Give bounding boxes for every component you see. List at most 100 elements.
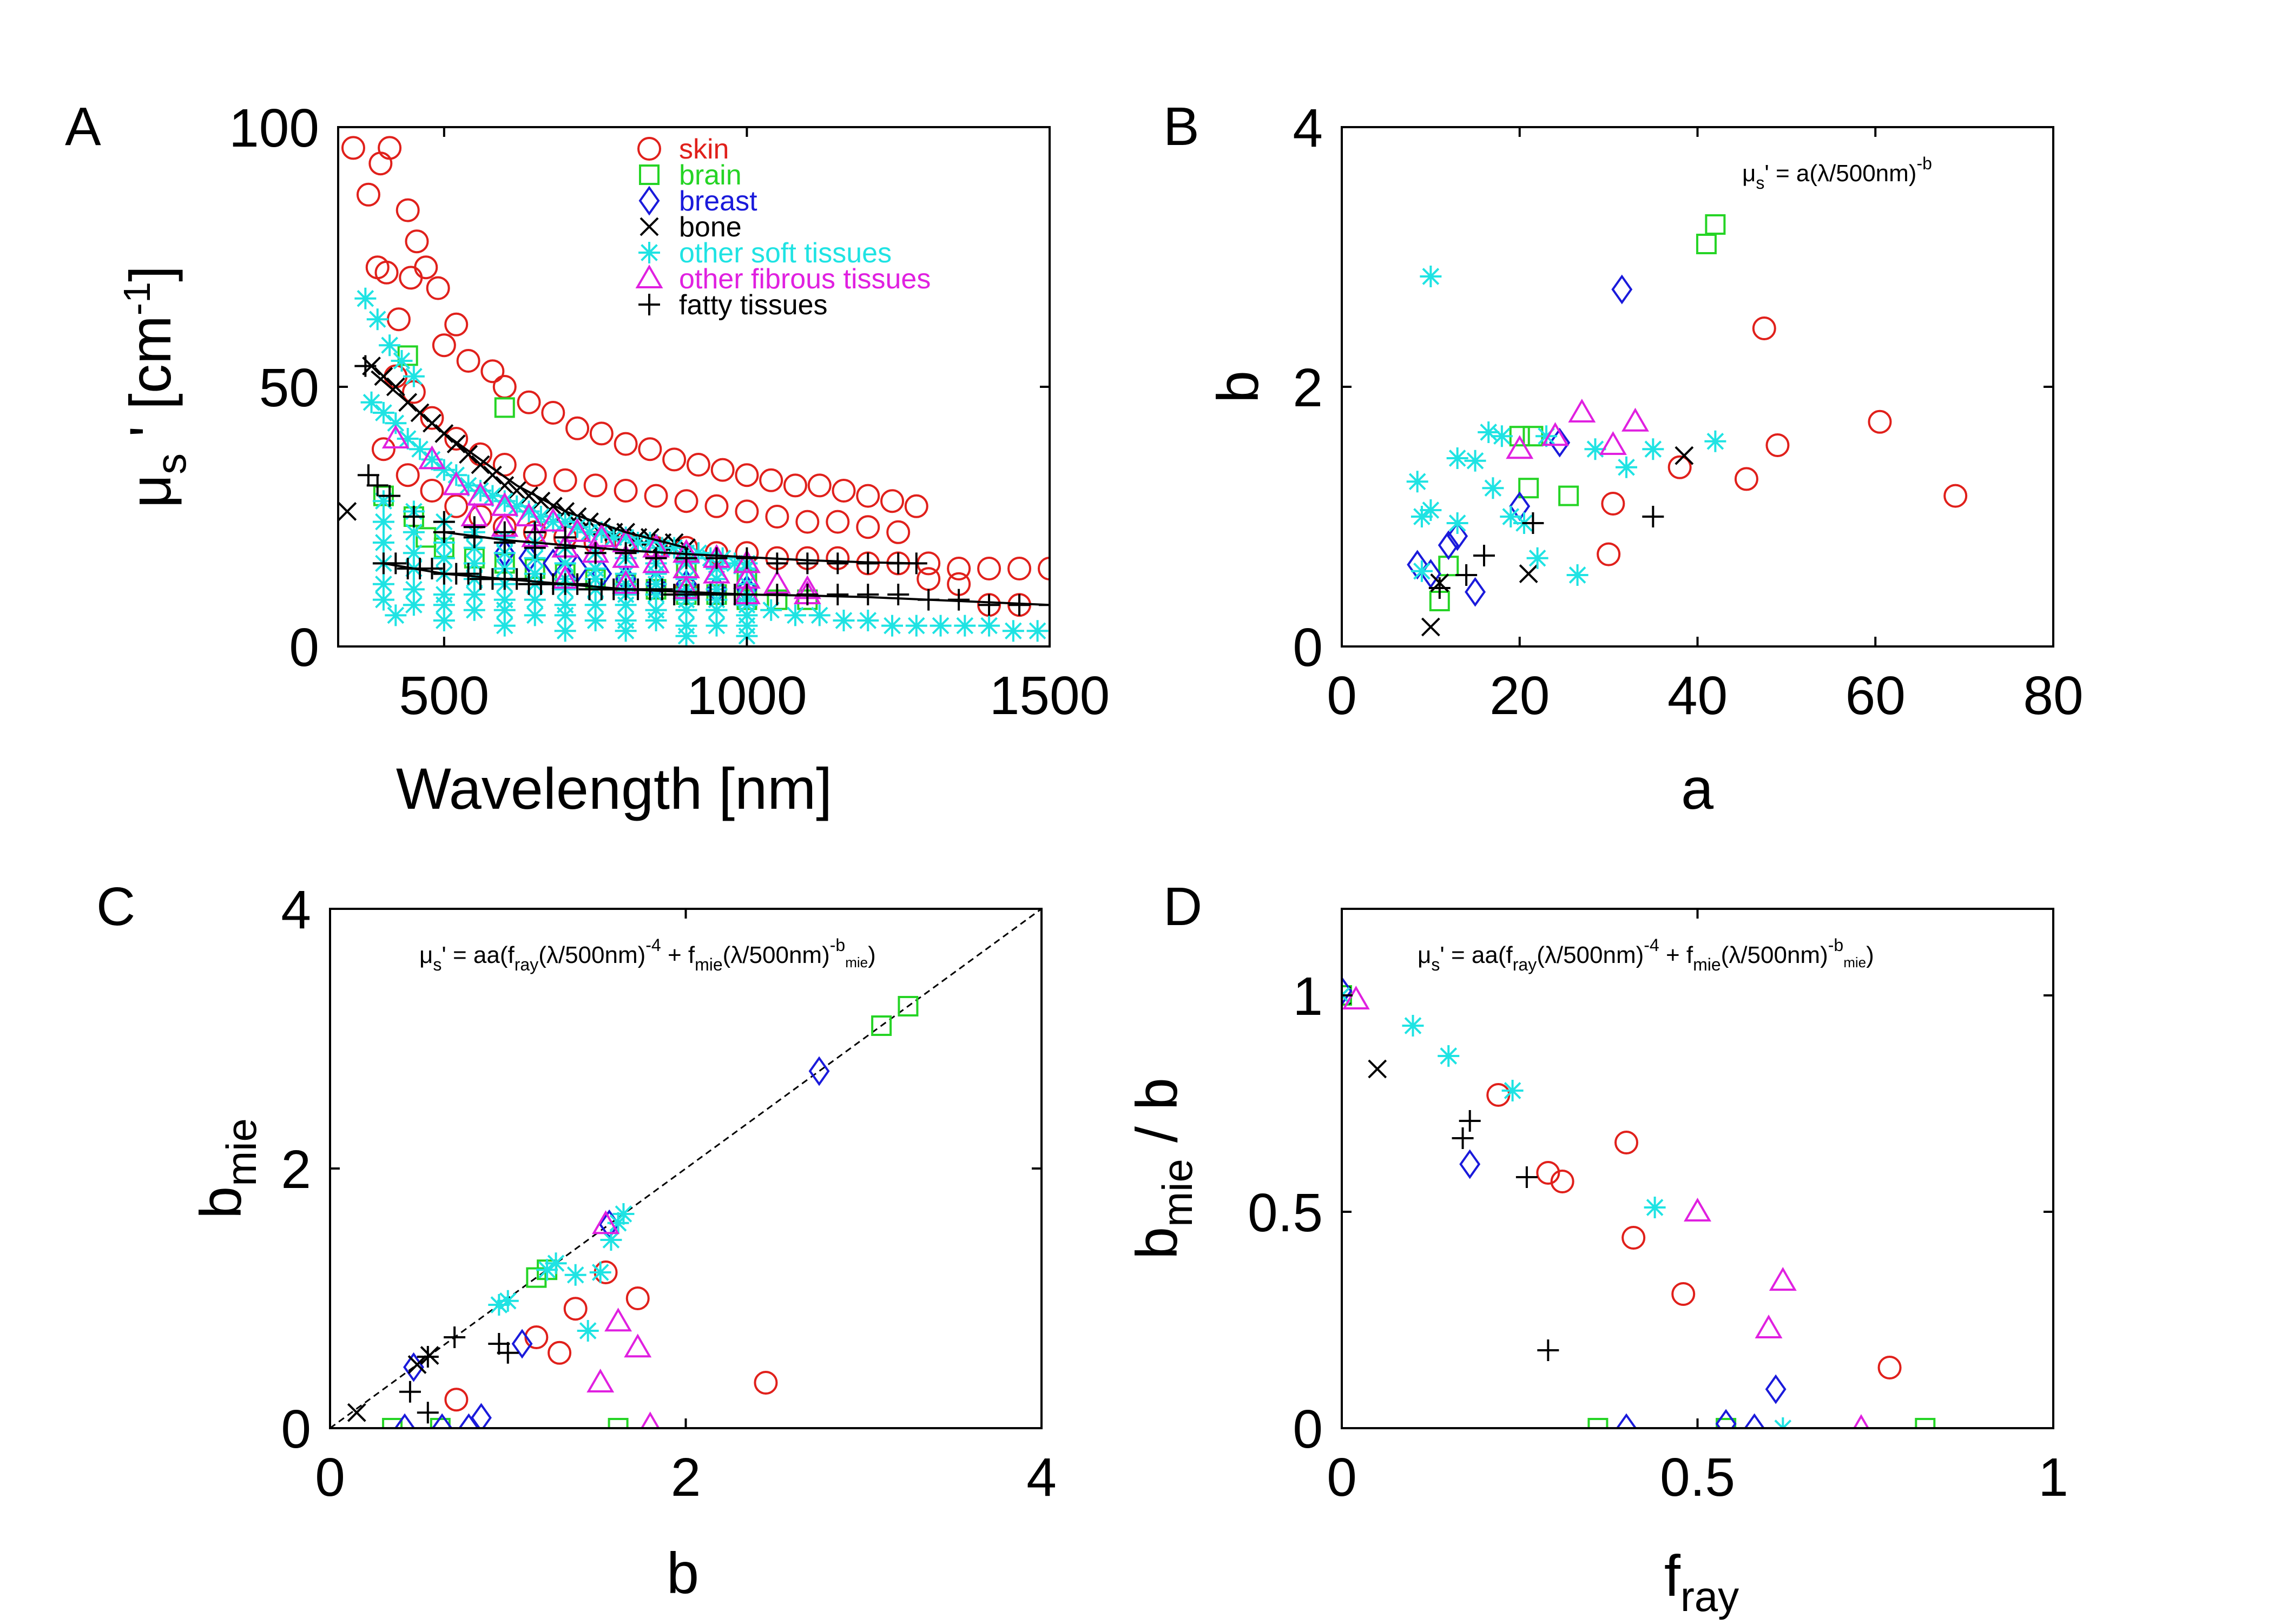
point-fatty-tissues [366,474,388,497]
point-skin [1597,542,1621,566]
point-other-soft-tissues [554,604,576,626]
point-other-fibrous-tissues [592,1210,620,1234]
point-other-soft-tissues [433,594,455,616]
point-other-soft-tissues [433,610,455,631]
point-fatty-tissues [1455,564,1478,586]
point-skin [420,479,444,503]
point-fatty-tissues [1459,1110,1481,1132]
legend-marker-other-fibrous-tissues [635,265,663,288]
point-skin [563,1297,588,1321]
x-tick-label: 2 [671,1447,701,1508]
legend-label: breast [679,186,757,217]
point-other-soft-tissues [784,604,806,626]
point-brain [1518,478,1539,499]
point-brain [871,1015,892,1036]
point-skin [399,266,423,290]
point-fatty-tissues [497,1342,519,1364]
point-other-soft-tissues [978,615,1000,637]
point-bone [338,501,357,521]
x-tick-label: 0.5 [1660,1447,1735,1508]
x-tick-label: 0 [1327,1447,1357,1508]
point-other-soft-tissues [1410,560,1433,582]
point-other-soft-tissues [1501,1080,1524,1101]
point-other-soft-tissues [360,391,383,413]
panel-b-letter: B [1163,96,1199,157]
point-other-soft-tissues [372,589,394,611]
point-skin [947,557,971,580]
point-brain [1915,1418,1936,1428]
point-skin [686,453,710,477]
point-breast [1611,274,1633,305]
fit-line [444,531,917,565]
point-skin [856,484,880,508]
legend-entry-skin: skin [637,134,729,165]
point-breast [470,1403,492,1428]
point-other-fibrous-tissues [418,445,446,470]
legend-label: fatty tissues [679,289,828,321]
legend-entry-brain: brain [639,160,742,191]
panel-b-formula: μs' = a(λ/500nm)-b [1742,154,1932,193]
series-other-soft-tissues [488,1203,635,1342]
point-fatty-tissues [457,563,479,585]
point-other-soft-tissues [706,599,728,621]
y-tick-label: 0.5 [1248,1183,1323,1243]
legend-marker-skin [637,137,661,161]
point-skin [662,447,687,472]
point-skin [371,437,396,461]
point-skin [396,198,420,222]
point-other-soft-tissues [675,625,697,646]
point-other-soft-tissues [760,599,782,621]
point-other-fibrous-tissues [702,559,730,584]
point-skin [356,182,380,207]
point-fatty-tissues [1452,1127,1474,1149]
point-fatty-tissues [1515,1166,1538,1188]
point-other-soft-tissues [564,1264,586,1286]
point-other-fibrous-tissues [624,1333,652,1358]
point-skin [856,515,880,539]
panel-d-marks [1342,976,1936,1428]
y-tick-label: 0 [281,1399,311,1460]
point-fatty-tissues [978,594,1000,616]
point-skin [886,520,911,544]
series-breast [1407,274,1633,607]
panel-a: A 500 1000 1500 0 50 100 Wavelength [nm] μs '… [65,96,1110,821]
point-other-fibrous-tissues [604,1308,632,1332]
point-breast [1715,1409,1737,1428]
point-skin [614,479,638,503]
point-skin [456,349,480,373]
point-other-fibrous-tissues [1599,431,1627,455]
panel-b-ylabel: b [1205,371,1270,403]
point-other-soft-tissues [857,610,879,631]
legend-entry-breast: breast [638,186,757,217]
point-other-soft-tissues [607,1212,629,1234]
point-other-soft-tissues [600,1229,622,1251]
point-fatty-tissues [675,547,697,569]
point-other-soft-tissues [1420,499,1442,521]
point-fatty-tissues [433,511,455,533]
point-skin [426,276,450,300]
point-skin [1734,467,1758,491]
y-tick-label: 0 [289,617,319,678]
point-other-soft-tissues [1500,506,1522,527]
point-other-soft-tissues [372,573,394,595]
point-other-soft-tissues [545,1252,567,1275]
point-other-soft-tissues [1446,512,1468,534]
series-other-fibrous-tissues [381,425,821,604]
point-other-soft-tissues [554,620,576,642]
point-skin [704,494,729,518]
series-brain [1429,214,1726,611]
point-other-soft-tissues [687,542,709,564]
point-other-soft-tissues [391,350,413,372]
series-other-fibrous-tissues [1506,399,1649,459]
legend-marker-bone [640,217,659,236]
point-other-soft-tissues [354,287,377,309]
point-skin [517,390,541,414]
point-other-soft-tissues [385,604,407,626]
y-tick-label: 2 [1293,358,1323,418]
x-tick-label: 80 [2023,665,2083,726]
point-other-soft-tissues [590,521,612,543]
legend-marker-brain [639,164,660,185]
series-skin [1486,1083,1902,1379]
